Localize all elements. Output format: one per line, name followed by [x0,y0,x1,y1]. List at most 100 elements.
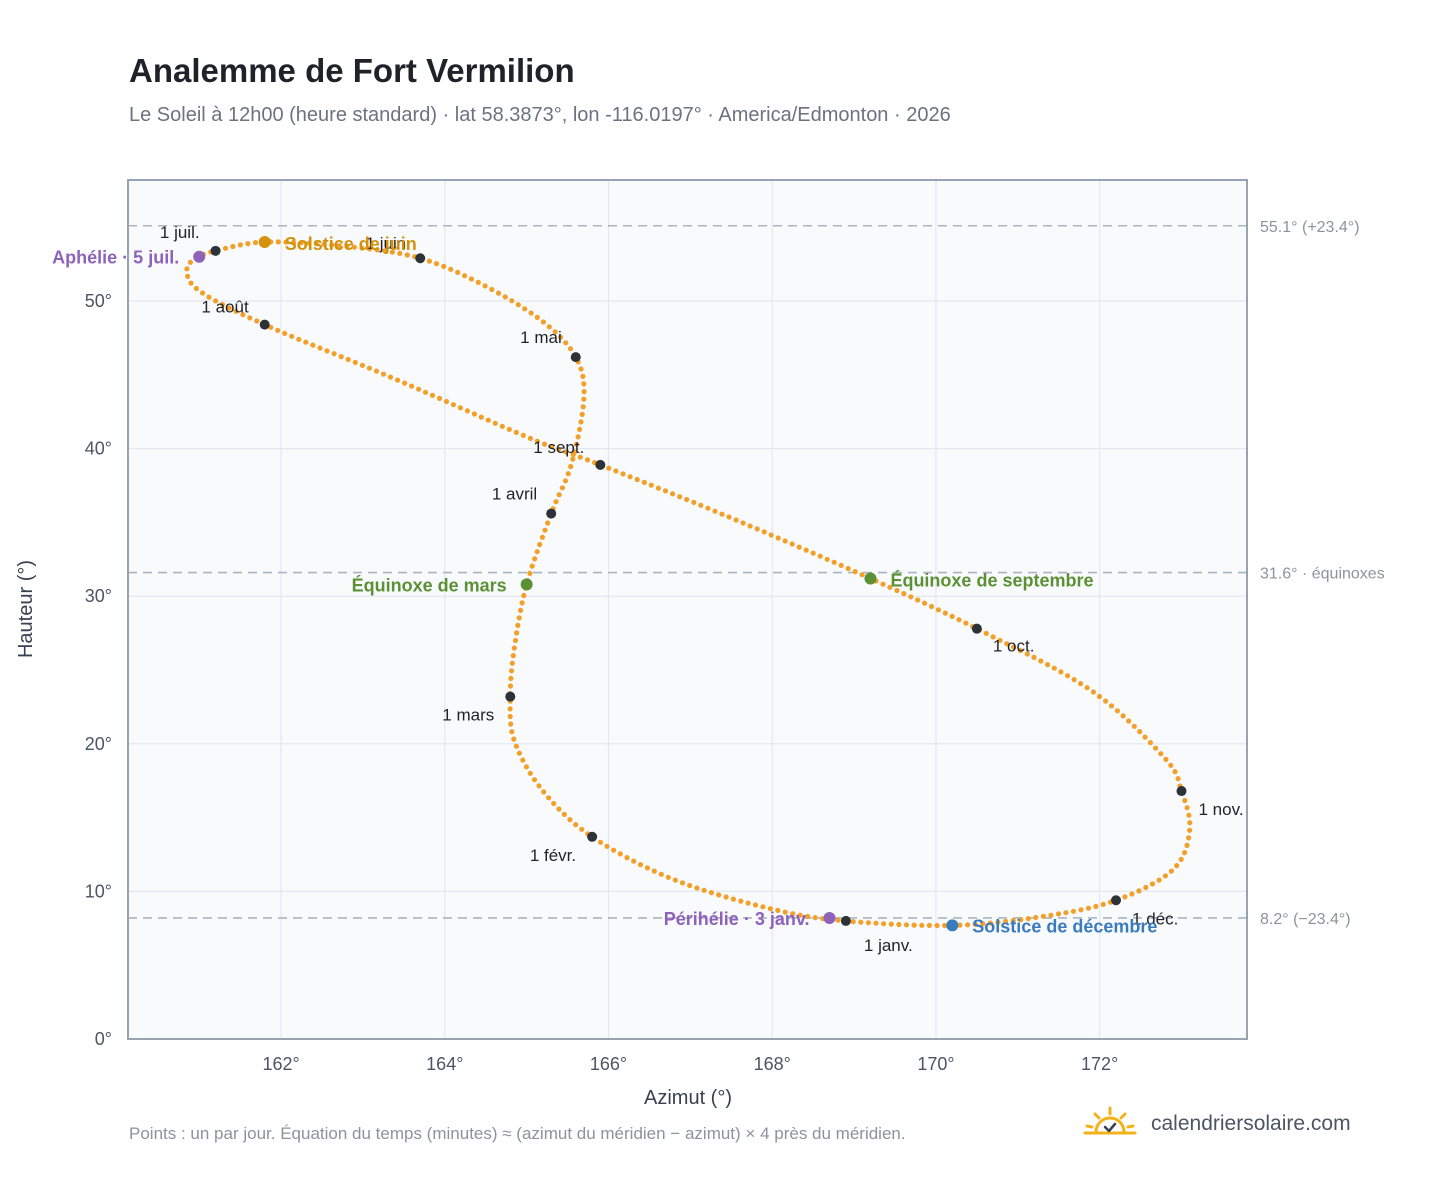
day-point [942,922,948,929]
day-point [1136,888,1142,894]
day-point [719,511,725,517]
day-point [245,241,251,247]
day-point [1172,769,1178,775]
day-point [824,556,830,562]
day-point [289,333,295,339]
day-point [617,851,623,857]
day-point [888,921,894,927]
day-point [512,637,519,644]
day-point [1114,708,1120,714]
day-point [206,294,212,300]
y-tick-label: 20° [85,734,112,754]
day-point [712,508,718,514]
day-point [1084,685,1090,691]
day-point [887,584,893,590]
day-point [1003,918,1009,925]
x-tick-label: 166° [590,1054,627,1074]
day-point [730,896,737,902]
day-point [252,240,259,246]
day-point [1103,698,1109,704]
day-point [658,871,664,877]
chart-subtitle: Le Soleil à 12h00 (heure standard) · lat… [129,104,951,126]
day-point [1168,868,1174,874]
day-point [389,249,395,255]
day-point [903,922,910,928]
day-point [561,811,567,818]
day-point [655,485,662,491]
day-point [852,569,858,575]
day-point [489,286,495,293]
day-point [521,592,527,599]
day-point [306,240,312,246]
day-point [627,474,633,480]
plot-area [128,180,1247,1039]
event-label: Équinoxe de mars [352,574,507,595]
day-point [926,922,933,929]
day-point [226,305,232,311]
day-point [641,479,647,485]
day-point [922,600,928,606]
day-point [351,244,357,250]
month-marker [570,352,581,363]
day-point [509,298,515,304]
chart-footnote: Points : un par jour. Équation du temps … [129,1124,906,1143]
day-point [835,917,841,923]
day-point [775,535,781,541]
day-point [492,420,498,426]
day-point [344,243,350,249]
day-point [254,318,260,324]
event-marker [520,578,533,591]
day-point [1038,658,1044,664]
day-point [782,538,788,544]
y-tick-label: 0° [95,1029,112,1049]
event-marker [946,919,959,932]
event-label: Équinoxe de septembre [890,570,1093,591]
day-point [338,354,344,360]
axes: Azimut (°) Hauteur (°) 162° 164° 166° 168° 1… [15,179,1248,1109]
day-point [374,247,380,253]
day-point [1058,669,1064,675]
day-point [1070,908,1077,914]
month-marker-label: 1 mars [442,706,494,725]
month-marker [1176,786,1187,797]
day-point [575,434,581,440]
day-point [754,526,760,532]
day-point [1017,647,1024,654]
day-point [677,494,683,500]
day-point [331,351,337,357]
day-point [516,750,523,756]
day-point [1131,723,1137,729]
day-point [184,266,190,272]
y-tick-label: 40° [85,439,112,459]
day-point [584,457,591,463]
day-point [507,706,513,712]
day-point [733,517,739,523]
day-point [291,239,297,245]
day-point [515,302,521,308]
day-point [782,909,788,915]
analemma-curve [184,239,1193,929]
day-point [499,423,505,429]
day-point [450,402,456,408]
day-point [624,855,630,861]
day-point [532,556,538,562]
day-point [957,922,963,928]
day-point [579,826,585,832]
day-point [716,892,722,898]
day-point [1153,745,1159,751]
day-point [1182,797,1188,804]
day-point [570,456,576,462]
day-point [1147,740,1153,746]
day-point [565,471,571,477]
day-point [768,532,774,538]
day-point [1031,654,1037,661]
day-point [213,298,219,304]
day-point [845,565,851,572]
day-point [983,630,989,637]
day-point [462,273,468,279]
day-point [200,290,206,296]
day-point [726,514,732,520]
day-point [541,789,547,795]
day-point [901,591,907,597]
day-point [443,398,450,405]
